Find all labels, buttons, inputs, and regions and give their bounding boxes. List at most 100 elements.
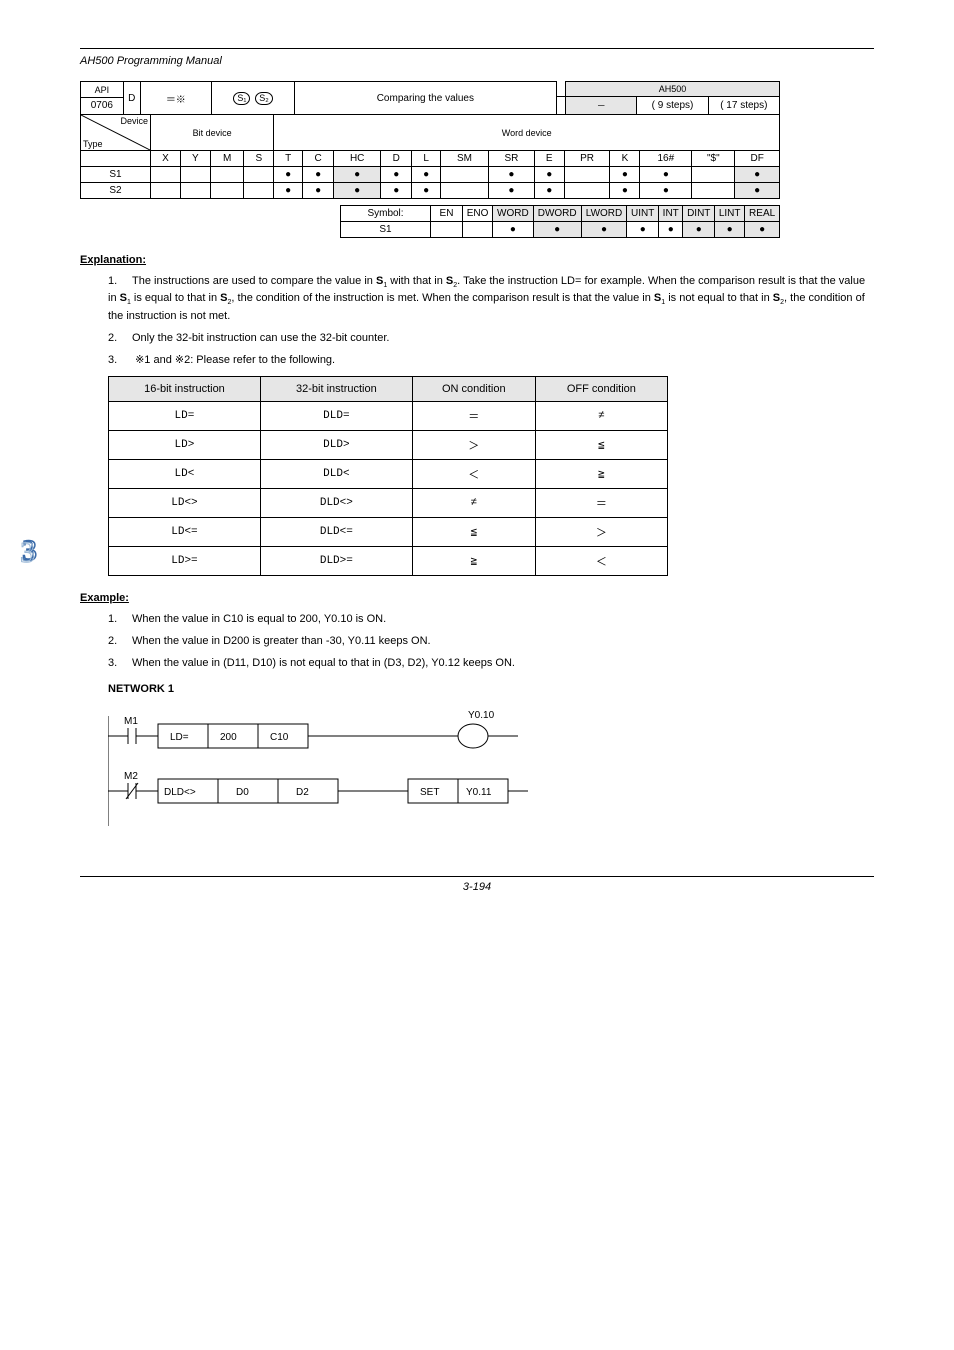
col-df: DF [735, 151, 780, 167]
svg-text:LD=: LD= [170, 732, 189, 743]
diag-bot: Type [83, 139, 103, 149]
col-m: M [210, 151, 244, 167]
svg-text:C10: C10 [270, 732, 289, 743]
r3c1: DLD<> [260, 489, 412, 518]
r4c1: DLD<= [260, 518, 412, 547]
ex-3-num: 3. [108, 656, 132, 672]
cmp-h3: OFF condition [535, 377, 667, 402]
r1c0: LD> [109, 431, 261, 460]
cmp-h1: 32-bit instruction [260, 377, 412, 402]
r0c1: DLD= [260, 402, 412, 431]
row-hdr-blank [81, 151, 151, 167]
col-c: C [303, 151, 334, 167]
ps-header: AH500 [566, 82, 780, 97]
exp-2: Only the 32-bit instruction can use the … [132, 332, 389, 344]
ex-3: When the value in (D11, D10) is not equa… [132, 657, 515, 669]
operand-s1-icon: S₁ [233, 92, 250, 105]
ladder-diagram: .st{stroke:#000;stroke-width:1;fill:none… [108, 706, 874, 836]
r5c0: LD>= [109, 547, 261, 576]
example-heading: Example: [80, 592, 874, 604]
matrix-row-s1: S1 ●●● ●●● ●●● ● [81, 167, 780, 183]
op-symbol: ＝※ [140, 82, 211, 115]
exp-1: The instructions are used to compare the… [108, 275, 865, 322]
network-label: NETWORK 1 [108, 682, 874, 698]
page-title: AH500 Programming Manual [80, 55, 222, 67]
r0c3: ≠ [535, 402, 667, 431]
svg-text:D0: D0 [236, 787, 249, 798]
col-e: E [534, 151, 564, 167]
instruction-header-table: API 0706 D ＝※ S₁ S₂ Comparing the values… [80, 81, 780, 115]
r5c2: ≧ [412, 547, 535, 576]
cmp-h0: 16-bit instruction [109, 377, 261, 402]
r0c2: ＝ [412, 402, 535, 431]
matrix-row-s2: S2 ●●● ●●● ●●● ● [81, 183, 780, 199]
api-label: API [84, 85, 120, 95]
legend-1: ※1 and ※2: Please refer to the following… [135, 354, 335, 366]
explanation-section: Explanation: 1.The instructions are used… [80, 254, 874, 576]
s1-lbl: S1 [81, 167, 151, 183]
comparison-table: 16-bit instruction 32-bit instruction ON… [108, 376, 668, 576]
col-hc: HC [334, 151, 381, 167]
ex-2: When the value in D200 is greater than -… [132, 635, 431, 647]
col-s: S [244, 151, 274, 167]
svg-text:M1: M1 [124, 716, 138, 727]
api-no: 0706 [84, 100, 120, 111]
svg-text:SET: SET [420, 787, 439, 798]
r4c2: ≦ [412, 518, 535, 547]
flag-d: D [123, 82, 140, 115]
svg-text:Y0.11: Y0.11 [466, 787, 492, 798]
s2-lbl: S2 [81, 183, 151, 199]
col-x: X [151, 151, 181, 167]
r0c0: LD= [109, 402, 261, 431]
exp-1-num: 1. [108, 274, 132, 290]
example-section: Example: 1.When the value in C10 is equa… [80, 592, 874, 836]
symbol-label: Symbol: [341, 206, 431, 222]
diag-top: Device [120, 116, 148, 126]
svg-text:Y0.10: Y0.10 [468, 710, 495, 721]
r3c0: LD<> [109, 489, 261, 518]
r1c1: DLD> [260, 431, 412, 460]
col-y: Y [180, 151, 210, 167]
exp-2-num: 2. [108, 331, 132, 347]
r3c2: ≠ [412, 489, 535, 518]
r2c3: ≧ [535, 460, 667, 489]
col-str: "$" [692, 151, 735, 167]
page-footer: 3-194 [80, 876, 874, 893]
ex-2-num: 2. [108, 634, 132, 650]
r2c0: LD< [109, 460, 261, 489]
svg-text:DLD<>: DLD<> [164, 787, 196, 798]
ex-1: When the value in C10 is equal to 200, Y… [132, 613, 386, 625]
r1c3: ≦ [535, 431, 667, 460]
explanation-heading: Explanation: [80, 254, 874, 266]
col-sr: SR [489, 151, 535, 167]
device-matrix: Device Type Bit device Word device X Y M… [80, 114, 780, 199]
col-sm: SM [440, 151, 488, 167]
col-d: D [381, 151, 412, 167]
note-16: ( 9 steps) [652, 100, 694, 111]
r5c3: ＜ [535, 547, 667, 576]
r2c2: ＜ [412, 460, 535, 489]
cmp-h2: ON condition [412, 377, 535, 402]
svg-text:D2: D2 [296, 787, 309, 798]
svg-text:3: 3 [20, 536, 35, 569]
r2c1: DLD< [260, 460, 412, 489]
ex-1-num: 1. [108, 612, 132, 628]
r3c3: ＝ [535, 489, 667, 518]
col-pr: PR [564, 151, 610, 167]
svg-text:200: 200 [220, 732, 237, 743]
exp-3-num: 3. [108, 353, 132, 369]
instr-name: Comparing the values [295, 82, 556, 115]
note-32: ( 17 steps) [720, 100, 767, 111]
r4c0: LD<= [109, 518, 261, 547]
col-hex: 16# [640, 151, 692, 167]
r5c1: DLD>= [260, 547, 412, 576]
col-l: L [412, 151, 441, 167]
symbol-table: Symbol: ENENO WORDDWORDLWORD UINTINTDINT… [340, 205, 780, 238]
svg-text:M2: M2 [124, 771, 138, 782]
operand-s2-icon: S₂ [255, 92, 273, 105]
r4c3: ＞ [535, 518, 667, 547]
col-k: K [610, 151, 640, 167]
col-t: T [274, 151, 303, 167]
chapter-badge-icon: 3 3 [18, 530, 48, 570]
r1c2: ＞ [412, 431, 535, 460]
